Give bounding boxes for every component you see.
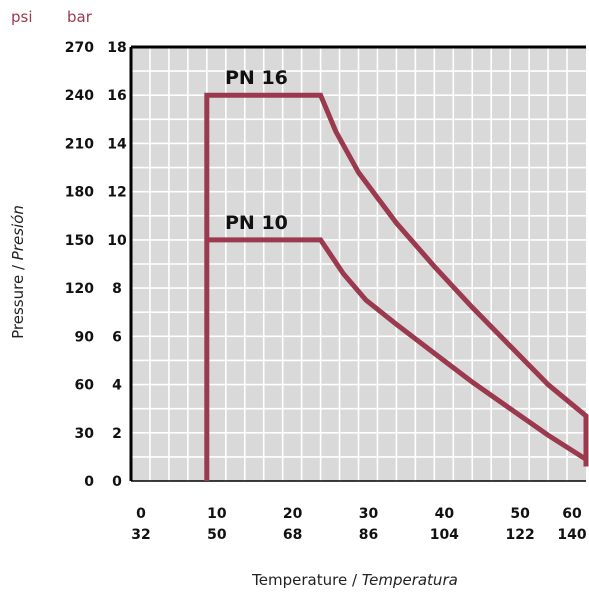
x-tick-label-celsius: 60 [562,506,582,522]
x-tick-label-celsius: 20 [283,506,303,522]
x-tick-label-celsius: 30 [359,506,379,522]
y-tick-label-bar: 2 [112,426,122,442]
y-tick-label-psi: 30 [75,426,95,442]
x-tick-label-fahrenheit: 32 [131,527,150,543]
y-tick-label-bar: 6 [112,329,122,345]
y-tick-label-bar: 4 [112,378,122,394]
psi-unit-label: psi [11,8,33,26]
y-axis-title: Pressure / Presión [9,205,27,339]
y-tick-label-bar: 18 [107,40,126,56]
series-line-pn16 [204,92,589,481]
y-axis-title-main: Pressure [9,275,27,339]
x-tick-label-fahrenheit: 104 [430,527,459,543]
x-tick-label-celsius: 0 [136,506,146,522]
y-tick-label-bar: 14 [107,136,127,152]
x-axis-title-main: Temperature [251,571,347,589]
x-tick-label-fahrenheit: 122 [506,527,535,543]
y-tick-label-psi: 240 [65,88,94,104]
x-tick-label-fahrenheit: 86 [359,527,378,543]
series-lines [204,92,589,481]
y-tick-label-psi: 120 [65,281,94,297]
y-tick-label-bar: 16 [107,88,126,104]
y-tick-label-psi: 60 [75,378,95,394]
y-tick-label-psi: 270 [65,40,94,56]
y-tick-label-psi: 180 [65,185,94,201]
y-tick-label-psi: 210 [65,136,94,152]
y-tick-label-bar: 12 [107,185,126,201]
series-label-pn16: PN 16 [225,67,288,89]
x-axis-title-sep: / [347,571,362,589]
x-tick-label-fahrenheit: 68 [283,527,302,543]
y-tick-label-psi: 90 [75,329,95,345]
series-label-pn10: PN 10 [225,212,288,234]
x-tick-label-fahrenheit: 50 [207,527,227,543]
y-tick-label-bar: 8 [112,281,122,297]
y-tick-label-bar: 0 [112,474,122,490]
bar-unit-label: bar [67,8,93,26]
x-tick-label-celsius: 10 [207,506,227,522]
y-tick-label-psi: 150 [65,233,94,249]
x-tick-label-celsius: 40 [435,506,455,522]
x-axis-title-alt: Temperatura [362,571,458,589]
y-tick-label-bar: 10 [107,233,127,249]
y-tick-label-psi: 0 [84,474,94,490]
x-tick-label-celsius: 50 [510,506,530,522]
y-axis-title-alt: Presión [9,205,27,260]
x-tick-label-fahrenheit: 140 [557,527,586,543]
series-line-pn10 [206,237,588,462]
y-axis-title-sep: / [9,260,27,275]
x-axis-title: Temperature / Temperatura [251,571,458,589]
